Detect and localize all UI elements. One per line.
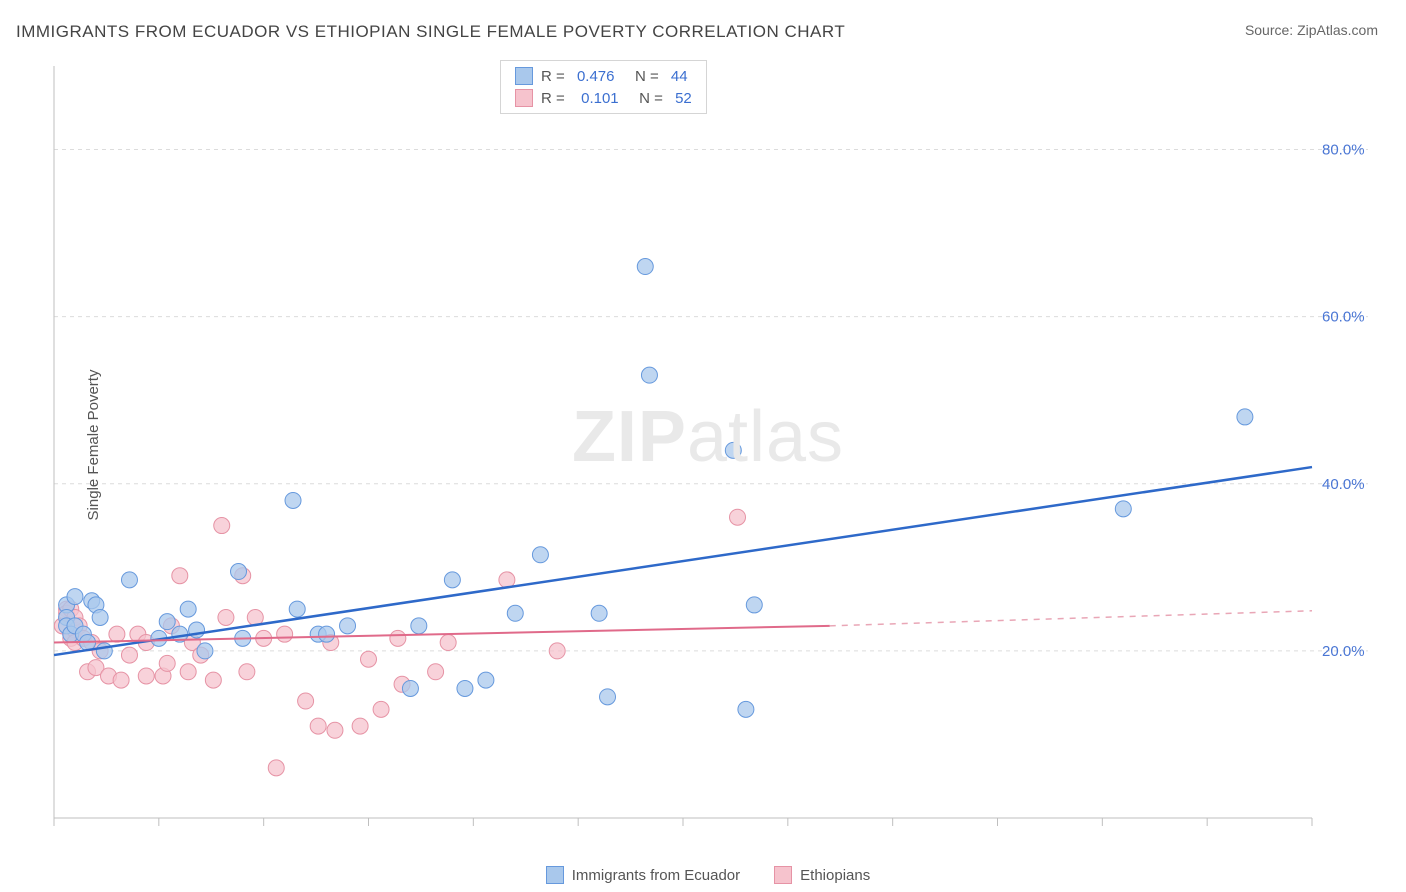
chart-area: Single Female Poverty ZIPatlas 20.0%40.0… [48, 60, 1368, 830]
data-point-ethiopian [109, 626, 125, 642]
data-point-ecuador [231, 564, 247, 580]
data-point-ecuador [1115, 501, 1131, 517]
data-point-ethiopian [361, 651, 377, 667]
source-label: Source: [1245, 22, 1297, 38]
n-value: 52 [675, 90, 692, 107]
data-point-ethiopian [214, 518, 230, 534]
data-point-ecuador [738, 701, 754, 717]
swatch-blue [546, 866, 564, 884]
n-label: N = [622, 68, 662, 85]
legend-label: Ethiopians [800, 867, 870, 884]
data-point-ethiopian [390, 630, 406, 646]
r-label: R = [541, 90, 569, 107]
data-point-ecuador [319, 626, 335, 642]
ytick-label: 40.0% [1322, 476, 1365, 493]
data-point-ecuador [121, 572, 137, 588]
data-point-ecuador [159, 614, 175, 630]
r-value: 0.476 [577, 68, 615, 85]
data-point-ecuador [411, 618, 427, 634]
data-point-ethiopian [352, 718, 368, 734]
data-point-ethiopian [310, 718, 326, 734]
data-point-ecuador [746, 597, 762, 613]
data-point-ethiopian [373, 701, 389, 717]
data-point-ethiopian [138, 668, 154, 684]
data-point-ecuador [641, 367, 657, 383]
data-point-ecuador [507, 605, 523, 621]
data-point-ecuador [402, 680, 418, 696]
data-point-ethiopian [730, 509, 746, 525]
data-point-ecuador [180, 601, 196, 617]
data-point-ethiopian [298, 693, 314, 709]
r-label: R = [541, 68, 569, 85]
n-label: N = [627, 90, 667, 107]
data-point-ecuador [444, 572, 460, 588]
n-value: 44 [671, 68, 688, 85]
ytick-label: 60.0% [1322, 309, 1365, 326]
data-point-ecuador [96, 643, 112, 659]
trendline-ecuador [54, 467, 1312, 655]
y-axis-label: Single Female Poverty [85, 370, 102, 521]
data-point-ecuador [197, 643, 213, 659]
r-value: 0.101 [577, 90, 619, 107]
ytick-label: 80.0% [1322, 142, 1365, 159]
data-point-ethiopian [549, 643, 565, 659]
legend-item-ethiopian: Ethiopians [774, 866, 870, 884]
swatch-pink [515, 89, 533, 107]
data-point-ecuador [478, 672, 494, 688]
data-point-ecuador [532, 547, 548, 563]
data-point-ecuador [725, 442, 741, 458]
data-point-ethiopian [239, 664, 255, 680]
legend-row-ecuador: R = 0.476 N = 44 [501, 65, 706, 87]
ytick-label: 20.0% [1322, 643, 1365, 660]
data-point-ecuador [600, 689, 616, 705]
legend-label: Immigrants from Ecuador [572, 867, 740, 884]
scatter-chart: 20.0%40.0%60.0%80.0%0.0%30.0% [48, 60, 1368, 830]
data-point-ethiopian [277, 626, 293, 642]
data-point-ecuador [67, 589, 83, 605]
swatch-pink [774, 866, 792, 884]
data-point-ethiopian [205, 672, 221, 688]
data-point-ecuador [92, 609, 108, 625]
data-point-ethiopian [268, 760, 284, 776]
data-point-ethiopian [172, 568, 188, 584]
data-point-ecuador [289, 601, 305, 617]
data-point-ethiopian [440, 635, 456, 651]
data-point-ecuador [340, 618, 356, 634]
data-point-ecuador [591, 605, 607, 621]
data-point-ethiopian [218, 609, 234, 625]
data-point-ecuador [637, 259, 653, 275]
data-point-ecuador [457, 680, 473, 696]
correlation-legend: R = 0.476 N = 44 R = 0.101 N = 52 [500, 60, 707, 114]
data-point-ecuador [1237, 409, 1253, 425]
source-value: ZipAtlas.com [1297, 22, 1378, 38]
source-attribution: Source: ZipAtlas.com [1245, 22, 1378, 38]
data-point-ethiopian [327, 722, 343, 738]
data-point-ethiopian [121, 647, 137, 663]
title-bar: IMMIGRANTS FROM ECUADOR VS ETHIOPIAN SIN… [0, 0, 1406, 52]
data-point-ecuador [285, 492, 301, 508]
swatch-blue [515, 67, 533, 85]
data-point-ethiopian [159, 655, 175, 671]
trendline-ethiopian-extrapolated [830, 611, 1312, 626]
legend-row-ethiopian: R = 0.101 N = 52 [501, 87, 706, 109]
legend-item-ecuador: Immigrants from Ecuador [546, 866, 740, 884]
data-point-ethiopian [180, 664, 196, 680]
chart-title: IMMIGRANTS FROM ECUADOR VS ETHIOPIAN SIN… [16, 22, 845, 42]
data-point-ethiopian [113, 672, 129, 688]
series-legend: Immigrants from Ecuador Ethiopians [48, 866, 1368, 884]
data-point-ethiopian [428, 664, 444, 680]
